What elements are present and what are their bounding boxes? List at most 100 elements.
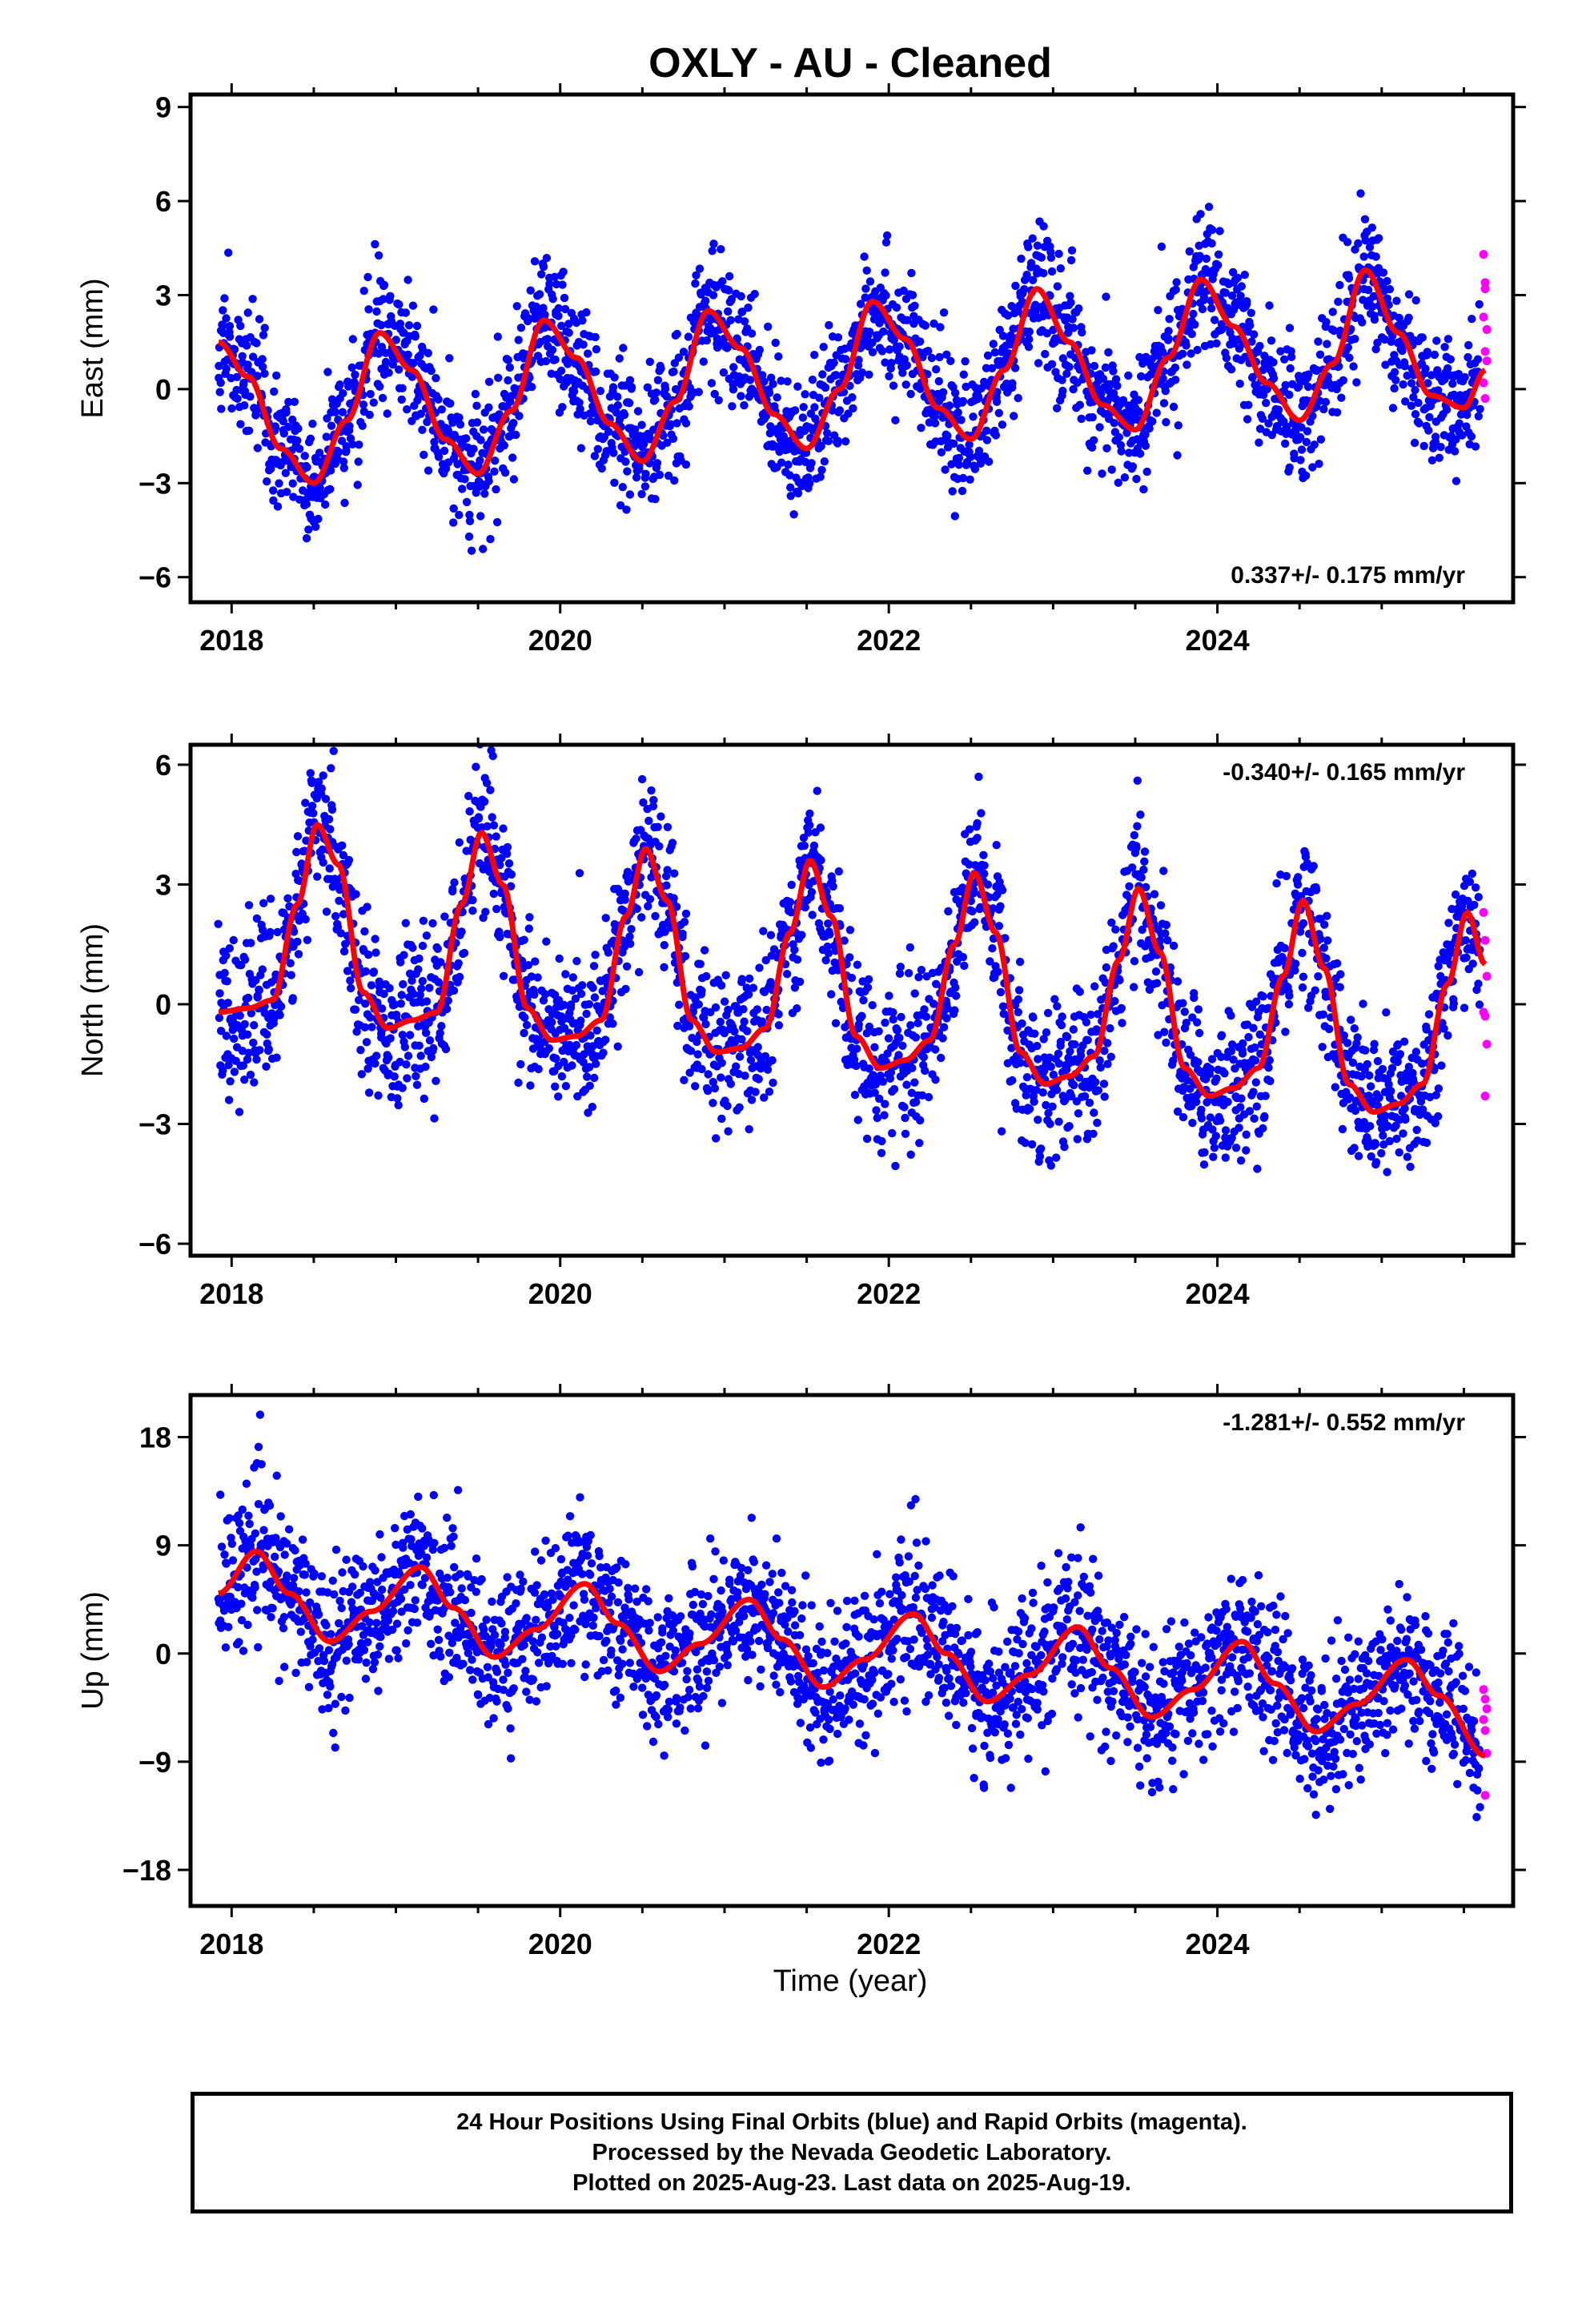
final-orbit-point [746,1055,756,1065]
final-orbit-point [472,762,480,771]
final-orbit-point [1003,311,1013,320]
final-orbit-point [483,822,492,831]
final-orbit-point [1356,189,1365,198]
final-orbit-point [222,951,231,960]
final-orbit-point [921,321,930,330]
final-orbit-point [1265,301,1274,310]
final-orbit-point [346,976,355,985]
final-orbit-point [801,390,809,399]
final-orbit-point [1066,1047,1074,1056]
final-orbit-point [486,786,495,794]
final-orbit-point [405,969,415,979]
final-orbit-point [1024,343,1034,352]
final-orbit-point [713,334,721,343]
final-orbit-point [1425,412,1434,422]
final-orbit-point [1259,992,1267,1001]
final-orbit-point [292,847,301,857]
final-orbit-point [253,993,262,1002]
final-orbit-point [751,1088,760,1096]
final-orbit-point [921,1012,931,1021]
final-orbit-point [1163,936,1172,945]
final-orbit-point [233,394,242,403]
final-orbit-point [503,842,512,852]
final-orbit-point [1069,384,1078,394]
final-orbit-point [214,919,223,929]
final-orbit-point [937,448,946,456]
final-orbit-point [1113,381,1122,390]
final-orbit-point [637,420,646,429]
final-orbit-point [269,496,278,505]
final-orbit-point [632,904,641,914]
final-orbit-point [1243,300,1251,308]
final-orbit-point [1054,1059,1064,1068]
final-orbit-point [262,1062,271,1072]
final-orbit-point [1404,313,1413,322]
final-orbit-point [399,979,408,989]
final-orbit-point [1333,959,1342,968]
final-orbit-point [550,272,559,281]
final-orbit-point [1037,253,1046,262]
final-orbit-point [1124,371,1133,380]
final-orbit-point [1345,353,1354,362]
final-orbit-point [942,350,951,359]
final-orbit-point [1037,1144,1046,1153]
final-orbit-point [1014,995,1023,1004]
final-orbit-point [1240,271,1250,279]
final-orbit-point [363,272,372,282]
final-orbit-point [1109,367,1118,376]
final-orbit-point [508,453,517,462]
final-orbit-point [979,850,988,860]
final-orbit-point [1038,1088,1047,1097]
final-orbit-point [1151,967,1161,976]
final-orbit-point [548,295,557,304]
final-orbit-point [766,931,776,939]
final-orbit-point [769,380,777,388]
final-orbit-point [275,479,283,488]
final-orbit-point [889,1008,897,1017]
final-orbit-point [1304,370,1313,379]
final-orbit-point [718,277,727,286]
final-orbit-point [787,880,796,890]
final-orbit-point [445,354,454,363]
final-orbit-point [717,1073,725,1082]
final-orbit-point [374,251,383,260]
final-orbit-point [998,886,1007,895]
final-orbit-point [1156,901,1166,910]
final-orbit-point [1269,358,1278,367]
final-orbit-point [417,984,426,993]
rapid-orbit-point [1480,284,1490,294]
final-orbit-point [253,444,262,452]
final-orbit-point [627,383,636,392]
final-orbit-point [1399,380,1407,389]
final-orbit-point [1259,1124,1267,1133]
final-orbit-point [986,957,994,966]
final-orbit-point [793,955,802,964]
final-orbit-point [404,350,412,360]
final-orbit-point [414,1022,423,1031]
final-orbit-point [1309,862,1319,870]
final-orbit-point [345,421,354,431]
final-orbit-point [717,981,726,990]
final-orbit-point [620,889,629,899]
final-orbit-point [908,1063,917,1072]
final-orbit-point [713,343,722,352]
final-orbit-point [865,1064,873,1073]
final-orbit-point [1233,273,1243,283]
final-orbit-point [1458,431,1467,440]
final-orbit-point [377,343,387,352]
final-orbit-point [1379,1131,1387,1140]
final-orbit-point [1154,306,1162,315]
final-orbit-point [1227,1047,1236,1055]
final-orbit-point [365,410,374,420]
final-orbit-point [504,356,512,364]
final-orbit-point [1061,1096,1070,1104]
final-orbit-point [1142,467,1151,476]
final-orbit-point [824,436,833,445]
final-orbit-point [1286,364,1295,373]
final-orbit-point [371,239,379,249]
final-orbit-point [260,324,269,332]
final-orbit-point [284,397,293,407]
final-orbit-point [860,252,869,261]
final-orbit-point [645,357,654,366]
final-orbit-point [1114,478,1123,487]
